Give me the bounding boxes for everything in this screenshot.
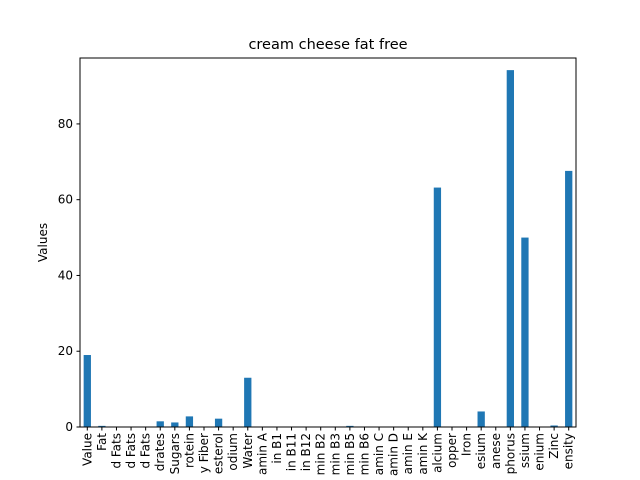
bar-32 [550, 425, 558, 427]
bars-group [83, 70, 573, 427]
bar-30 [521, 237, 529, 427]
x-tick-label-7: rotein [182, 433, 196, 468]
x-tick-label-5: drates [153, 433, 167, 471]
x-tick-label-17: min B3 [328, 433, 342, 475]
bar-29 [506, 70, 514, 427]
x-tick-label-11: Water [241, 433, 255, 469]
x-tick-label-15: in B12 [299, 433, 313, 471]
y-tick-label-3: 60 [58, 193, 73, 207]
plot-frame [79, 57, 577, 428]
x-tick-label-10: odium [226, 433, 240, 471]
x-tick-label-25: opper [445, 433, 459, 468]
y-axis-label: Values [36, 223, 50, 262]
bar-7 [185, 416, 194, 427]
bar-18 [346, 425, 354, 427]
x-tick-label-20: amin C [372, 433, 386, 475]
bar-27 [477, 411, 485, 427]
x-axis: Value Fat d Fats d Fats d Fats drates Sugars ro… [80, 427, 576, 476]
x-tick-label-0: Value [80, 433, 94, 466]
x-tick-label-16: min B2 [314, 433, 328, 475]
chart-title: cream cheese fat free [248, 37, 407, 53]
y-tick-label-1: 20 [58, 344, 73, 358]
x-tick-label-19: min B6 [357, 433, 371, 475]
x-tick-label-3: d Fats [124, 433, 138, 469]
x-tick-label-30: ssium [518, 433, 532, 468]
bar-33 [565, 170, 573, 427]
x-tick-label-29: phorus [503, 433, 517, 474]
x-tick-label-2: d Fats [109, 433, 123, 469]
bar-1 [98, 425, 106, 427]
x-tick-label-28: anese [489, 433, 503, 469]
y-tick-label-4: 80 [58, 117, 73, 131]
x-tick-label-14: in B11 [285, 433, 299, 471]
x-tick-label-6: Sugars [168, 433, 182, 474]
bar-9 [214, 418, 223, 427]
x-tick-label-33: ensity [562, 433, 576, 469]
x-tick-label-26: Iron [460, 433, 474, 456]
x-tick-label-22: amin E [401, 433, 415, 474]
bar-11 [244, 377, 252, 427]
x-tick-label-12: amin A [255, 432, 269, 475]
x-tick-label-1: Fat [95, 433, 109, 451]
x-tick-label-9: esterol [212, 433, 226, 474]
x-tick-label-23: amin K [416, 432, 430, 475]
x-tick-label-18: min B5 [343, 433, 357, 475]
x-tick-label-32: Zinc [547, 433, 561, 459]
y-tick-label-2: 40 [58, 268, 73, 282]
bar-6 [171, 422, 179, 427]
bar-24 [433, 187, 442, 427]
x-tick-label-8: y Fiber [197, 433, 211, 473]
x-tick-label-24: alcium [430, 433, 444, 473]
x-tick-label-13: in B1 [270, 433, 284, 464]
x-tick-label-21: amin D [387, 433, 401, 476]
y-axis: 0 20 40 60 80 [58, 117, 80, 434]
bar-0 [83, 355, 91, 427]
bar-5 [156, 421, 164, 427]
x-tick-label-27: esium [474, 433, 488, 469]
y-tick-label-0: 0 [65, 420, 73, 434]
x-tick-label-4: d Fats [139, 433, 153, 469]
x-tick-label-31: enium [533, 433, 547, 471]
